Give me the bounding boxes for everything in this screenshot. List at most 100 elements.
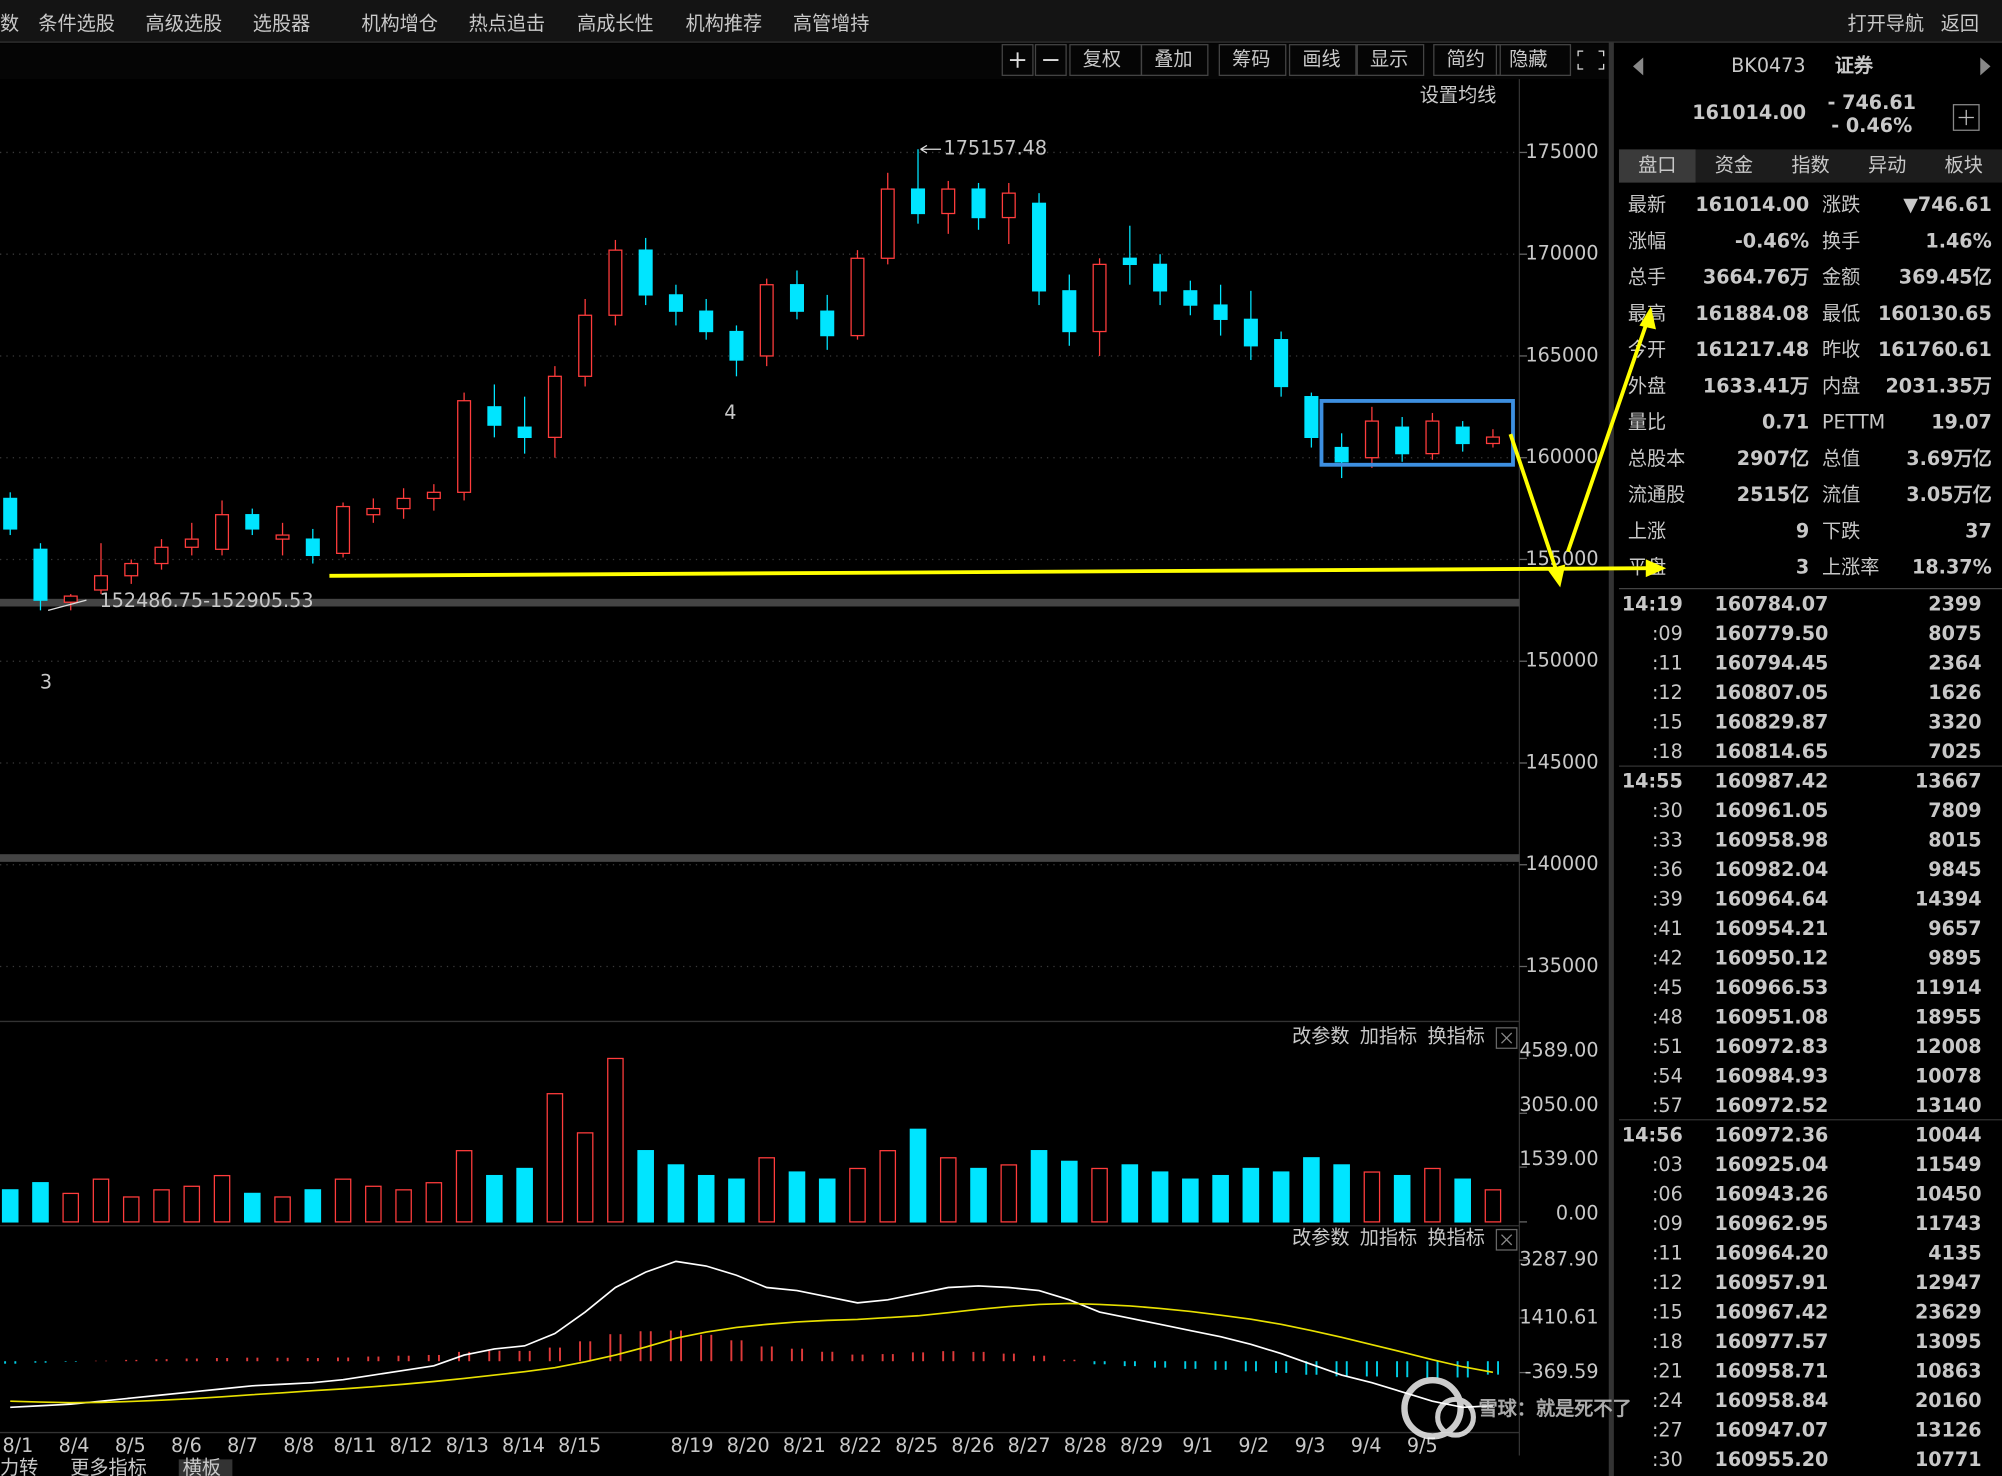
trade-price: 160794.45: [1715, 652, 1829, 675]
close-icon: [1501, 1032, 1513, 1044]
bottom-tab[interactable]: 更多指标: [70, 1456, 147, 1476]
menu-item[interactable]: 机构推荐: [686, 12, 763, 35]
stat-value: 161014.00: [1695, 193, 1809, 216]
trade-price: 160972.52: [1715, 1094, 1829, 1117]
x-tick-label: 8/29: [1120, 1434, 1163, 1457]
menu-item[interactable]: 热点追击: [469, 12, 546, 35]
panel-tab[interactable]: 异动: [1868, 154, 1906, 177]
candle-body: [305, 538, 320, 557]
candle-body: [1395, 426, 1410, 455]
trade-time: :18: [1652, 1330, 1683, 1353]
menu-item[interactable]: 高成长性: [577, 12, 654, 35]
plus-icon: [1009, 52, 1026, 68]
toolbar-button[interactable]: [1495, 44, 1572, 76]
volume-bar: [516, 1167, 533, 1223]
stat-label: 上涨率: [1822, 556, 1879, 579]
toolbar-button[interactable]: [1433, 44, 1501, 76]
toolbar-button[interactable]: [1356, 44, 1425, 76]
stat-value: 161884.08: [1695, 302, 1809, 325]
menu-item[interactable]: 数: [0, 12, 19, 35]
trade-price: 160784.07: [1715, 593, 1829, 616]
panel-button[interactable]: 改参数: [1292, 1226, 1349, 1249]
x-tick-label: 8/25: [895, 1434, 938, 1457]
bottom-tab[interactable]: 力转: [0, 1456, 38, 1476]
yellow-arrow: [1508, 433, 1560, 576]
trade-price: 160961.05: [1715, 799, 1829, 822]
y-tick-label: 3050.00: [1519, 1093, 1598, 1116]
menu-bar: [0, 0, 2002, 43]
toolbar-button[interactable]: [1218, 44, 1287, 76]
toolbar-button[interactable]: [1288, 44, 1357, 76]
trade-time: 14:19: [1622, 593, 1683, 616]
active-bottom-tab: [178, 1459, 233, 1476]
panel-button[interactable]: 加指标: [1360, 1226, 1417, 1249]
stat-value: 0.71: [1762, 411, 1809, 434]
trade-volume: 13095: [1915, 1330, 1982, 1353]
zoom-in[interactable]: [1001, 44, 1034, 76]
candle-body: [1304, 396, 1319, 439]
x-tick-label: 8/7: [227, 1434, 258, 1457]
trade-time: :03: [1652, 1153, 1683, 1176]
y-tick-label: 160000: [1525, 445, 1598, 468]
candle-body: [547, 375, 562, 439]
panel-tab[interactable]: 盘口: [1638, 154, 1676, 177]
high-label: 175157.48: [944, 137, 1048, 160]
menu-item[interactable]: 机构增仓: [361, 12, 438, 35]
panel-tab[interactable]: 资金: [1715, 154, 1753, 177]
add-button[interactable]: [1952, 104, 1980, 131]
panel-tab[interactable]: 指数: [1791, 154, 1829, 177]
volume-bar: [365, 1185, 382, 1223]
menu-item[interactable]: 打开导航: [1848, 12, 1925, 35]
close-button[interactable]: [1495, 1228, 1518, 1251]
candle-body: [457, 400, 472, 493]
active-tab: [1618, 149, 1696, 183]
stat-value: 3664.76万: [1703, 266, 1809, 289]
trade-price: 160987.42: [1715, 770, 1829, 793]
volume-bar: [667, 1164, 685, 1223]
x-tick-label: 8/1: [2, 1434, 33, 1457]
panel-button[interactable]: 换指标: [1427, 1226, 1484, 1249]
menu-item[interactable]: 条件选股: [38, 12, 115, 35]
trade-volume: 10771: [1915, 1448, 1982, 1471]
fullscreen-icon[interactable]: [1577, 50, 1605, 70]
panel-tab[interactable]: 板块: [1945, 154, 1983, 177]
trade-price: 160954.21: [1715, 917, 1829, 940]
x-tick-label: 8/11: [333, 1434, 376, 1457]
bottom-tab[interactable]: 横板: [183, 1456, 221, 1476]
panel-button[interactable]: 加指标: [1360, 1024, 1417, 1047]
next-arrow[interactable]: [1980, 57, 1991, 76]
trade-time: :09: [1652, 622, 1683, 645]
candle-body: [517, 426, 532, 439]
volume-bar: [607, 1057, 624, 1223]
menu-item[interactable]: 选股器: [253, 12, 310, 35]
trade-time: :42: [1652, 947, 1683, 970]
zoom-out[interactable]: [1034, 44, 1067, 76]
y-tick-label: -369.59: [1525, 1360, 1599, 1383]
volume-bar: [62, 1192, 80, 1223]
menu-item[interactable]: 高级选股: [146, 12, 223, 35]
trade-volume: 10450: [1915, 1183, 1982, 1206]
candle-body: [1485, 436, 1500, 445]
menu-item[interactable]: 返回: [1941, 12, 1979, 35]
trade-volume: 7025: [1928, 740, 1981, 763]
panel-button[interactable]: 换指标: [1427, 1024, 1484, 1047]
trade-time: :41: [1652, 917, 1683, 940]
ma-setting[interactable]: 设置均线: [1420, 83, 1497, 106]
volume-bar: [1363, 1171, 1381, 1223]
macd-line: [10, 1260, 1493, 1409]
volume-bar: [1484, 1189, 1502, 1223]
stat-label: 最新: [1628, 193, 1666, 216]
prev-arrow[interactable]: [1633, 57, 1644, 76]
close-button[interactable]: [1495, 1027, 1518, 1049]
menu-item[interactable]: 高管增持: [793, 12, 870, 35]
candle-body: [638, 249, 653, 296]
panel-button[interactable]: 改参数: [1292, 1024, 1349, 1047]
trade-price: 160964.64: [1715, 888, 1829, 911]
volume-bar: [576, 1132, 594, 1223]
trade-volume: 11914: [1915, 976, 1982, 999]
volume-bar: [1061, 1160, 1078, 1223]
stat-label: 下跌: [1822, 519, 1860, 542]
stat-value: 2031.35万: [1885, 374, 1991, 397]
toolbar-button[interactable]: [1140, 44, 1209, 76]
trade-price: 160982.04: [1715, 858, 1829, 881]
